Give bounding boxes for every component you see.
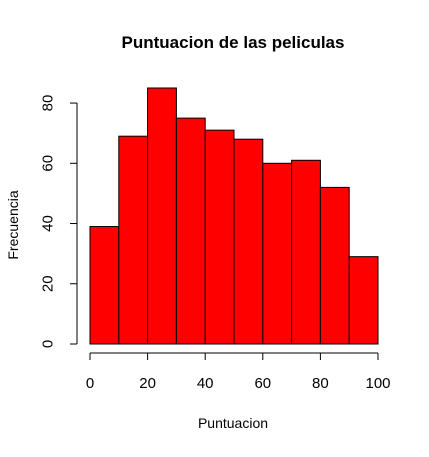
x-tick-label: 20 (139, 375, 156, 392)
y-axis: 0 20 40 60 80 (40, 95, 78, 348)
chart-title: Puntuacion de las peliculas (122, 33, 345, 52)
histogram-bar (204, 129, 235, 345)
histogram-bar (319, 186, 350, 345)
bars-group (89, 87, 379, 345)
y-tick-label: 60 (40, 155, 57, 172)
histogram-bar (348, 256, 379, 345)
y-tick-label: 20 (40, 275, 57, 292)
x-tick-label: 40 (197, 375, 214, 392)
x-tick-label: 0 (86, 375, 94, 392)
x-tick-label: 80 (312, 375, 329, 392)
y-tick-label: 0 (40, 340, 57, 348)
x-axis: 0 20 40 60 80 100 (86, 352, 391, 392)
histogram-bar (262, 162, 293, 345)
histogram-bar (118, 135, 149, 345)
y-axis-label: Frecuencia (5, 190, 21, 259)
x-tick-label: 100 (365, 375, 390, 392)
x-axis-label: Puntuacion (198, 415, 268, 431)
histogram-bar (291, 159, 321, 345)
y-tick-label: 80 (40, 95, 57, 112)
histogram-bar (175, 117, 206, 345)
histogram-bar (147, 87, 177, 345)
histogram-bar (233, 138, 264, 345)
histogram-bar (89, 226, 120, 345)
x-tick-label: 60 (254, 375, 271, 392)
y-tick-label: 40 (40, 215, 57, 232)
